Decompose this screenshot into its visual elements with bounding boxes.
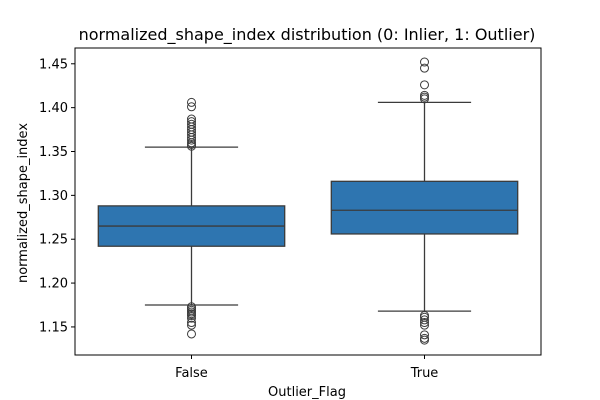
y-tick-label: 1.35 bbox=[39, 145, 68, 160]
x-tick-label: False bbox=[175, 366, 208, 381]
y-tick-label: 1.40 bbox=[39, 101, 68, 116]
outlier-point bbox=[187, 318, 196, 328]
chart-title: normalized_shape_index distribution (0: … bbox=[79, 25, 536, 45]
iqr-box bbox=[330, 180, 519, 235]
y-tick-label: 1.15 bbox=[39, 320, 68, 335]
y-tick-label: 1.30 bbox=[39, 189, 68, 204]
y-tick-label: 1.25 bbox=[39, 233, 68, 248]
outlier-point bbox=[420, 333, 429, 343]
axes: 1.15 1.20 1.25 1.30 1.35 1.40 1.45 False True bbox=[39, 47, 542, 381]
outlier-point bbox=[420, 318, 429, 328]
box-group-false bbox=[97, 97, 286, 339]
outlier-point bbox=[420, 92, 429, 102]
y-tick-label: 1.20 bbox=[39, 277, 68, 292]
outlier-point bbox=[420, 315, 429, 325]
y-tick-label: 1.45 bbox=[39, 57, 68, 72]
outlier-point bbox=[420, 330, 429, 340]
outlier-point bbox=[187, 302, 196, 312]
plot-area bbox=[97, 57, 519, 345]
outlier-point bbox=[187, 117, 196, 127]
outlier-point bbox=[420, 57, 429, 67]
outlier-point bbox=[187, 320, 196, 330]
outlier-point bbox=[420, 63, 429, 73]
outlier-point bbox=[420, 311, 429, 321]
x-axis-label: Outlier_Flag bbox=[268, 385, 346, 400]
outlier-point bbox=[420, 80, 429, 90]
outlier-point bbox=[187, 114, 196, 124]
outlier-point bbox=[187, 97, 196, 107]
box-group-true bbox=[330, 57, 519, 345]
y-axis-label: normalized_shape_index bbox=[16, 123, 31, 283]
outlier-point bbox=[420, 90, 429, 100]
outlier-point bbox=[187, 102, 196, 112]
x-tick-label: True bbox=[410, 366, 439, 381]
plot-frame bbox=[74, 47, 542, 356]
outlier-point bbox=[187, 119, 196, 129]
outlier-point bbox=[187, 329, 196, 339]
